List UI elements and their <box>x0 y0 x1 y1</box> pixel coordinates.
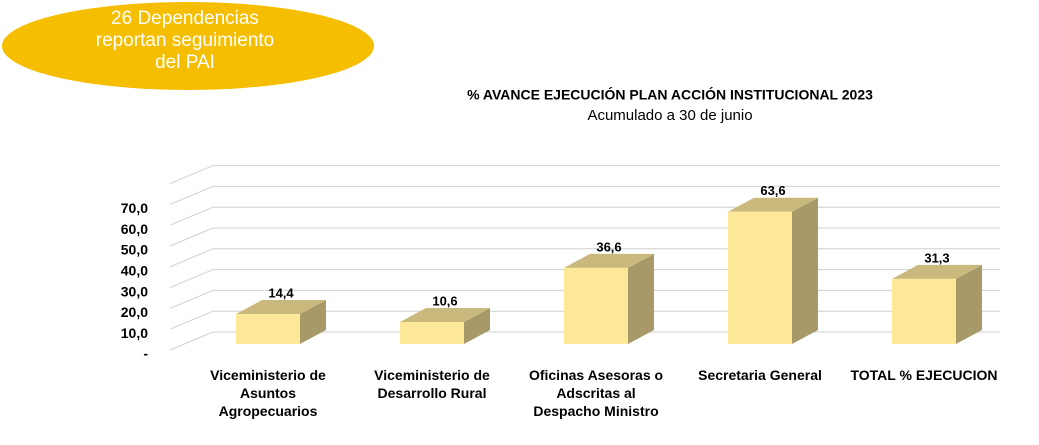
x-tick-label: Secretaria General <box>698 367 822 383</box>
grid-line <box>169 206 1000 226</box>
y-tick-label: 20,0 <box>121 304 148 320</box>
x-tick-label: TOTAL % EJECUCION <box>850 367 998 383</box>
bar-top <box>892 264 982 279</box>
bar <box>400 321 464 344</box>
y-tick-label: - <box>143 346 148 362</box>
bar <box>892 278 956 344</box>
bar <box>564 267 628 344</box>
bar-side <box>464 307 490 344</box>
y-tick-label: 40,0 <box>121 263 148 279</box>
bar-top <box>728 197 818 212</box>
y-tick-label: 10,0 <box>121 325 148 341</box>
bar <box>728 211 792 344</box>
x-tick-label: Oficinas Asesoras o Adscritas al Despach… <box>528 367 664 419</box>
grid-line <box>169 227 1000 247</box>
bar-side <box>300 300 326 344</box>
x-tick-label: Viceministerio de Desarrollo Rural <box>374 367 490 401</box>
value-label: 14,4 <box>268 285 294 300</box>
value-label: 63,6 <box>760 183 785 198</box>
bar-side <box>792 197 818 344</box>
y-tick-label: 70,0 <box>121 200 148 216</box>
y-tick-label: 30,0 <box>121 283 148 299</box>
value-label: 10,6 <box>432 293 457 308</box>
annotation-line: 26 Dependencias <box>111 8 259 29</box>
annotation-bubble <box>2 2 374 90</box>
bar-top <box>564 253 654 268</box>
bar-side <box>956 264 982 344</box>
bar <box>236 314 300 344</box>
bar-side <box>628 253 654 344</box>
chart-subtitle: Acumulado a 30 de junio <box>587 107 752 124</box>
bar-top <box>400 307 490 322</box>
grid-line <box>169 185 1000 205</box>
axis-wall <box>169 165 1000 185</box>
annotation: 26 Dependencias reportan seguimiento del P… <box>60 8 310 74</box>
annotation-line: reportan seguimiento <box>95 30 275 51</box>
annotation-line: del PAI <box>155 52 215 73</box>
bar-top <box>236 300 326 315</box>
value-label: 36,6 <box>596 239 621 254</box>
chart-title: % AVANCE EJECUCIÓN PLAN ACCIÓN INSTITUCI… <box>467 86 873 103</box>
y-tick-label: 50,0 <box>121 242 148 258</box>
y-tick-label: 60,0 <box>121 221 148 237</box>
x-tick-label: Viceministerio de Asuntos Agropecuarios <box>210 367 326 419</box>
value-label: 31,3 <box>924 250 949 265</box>
